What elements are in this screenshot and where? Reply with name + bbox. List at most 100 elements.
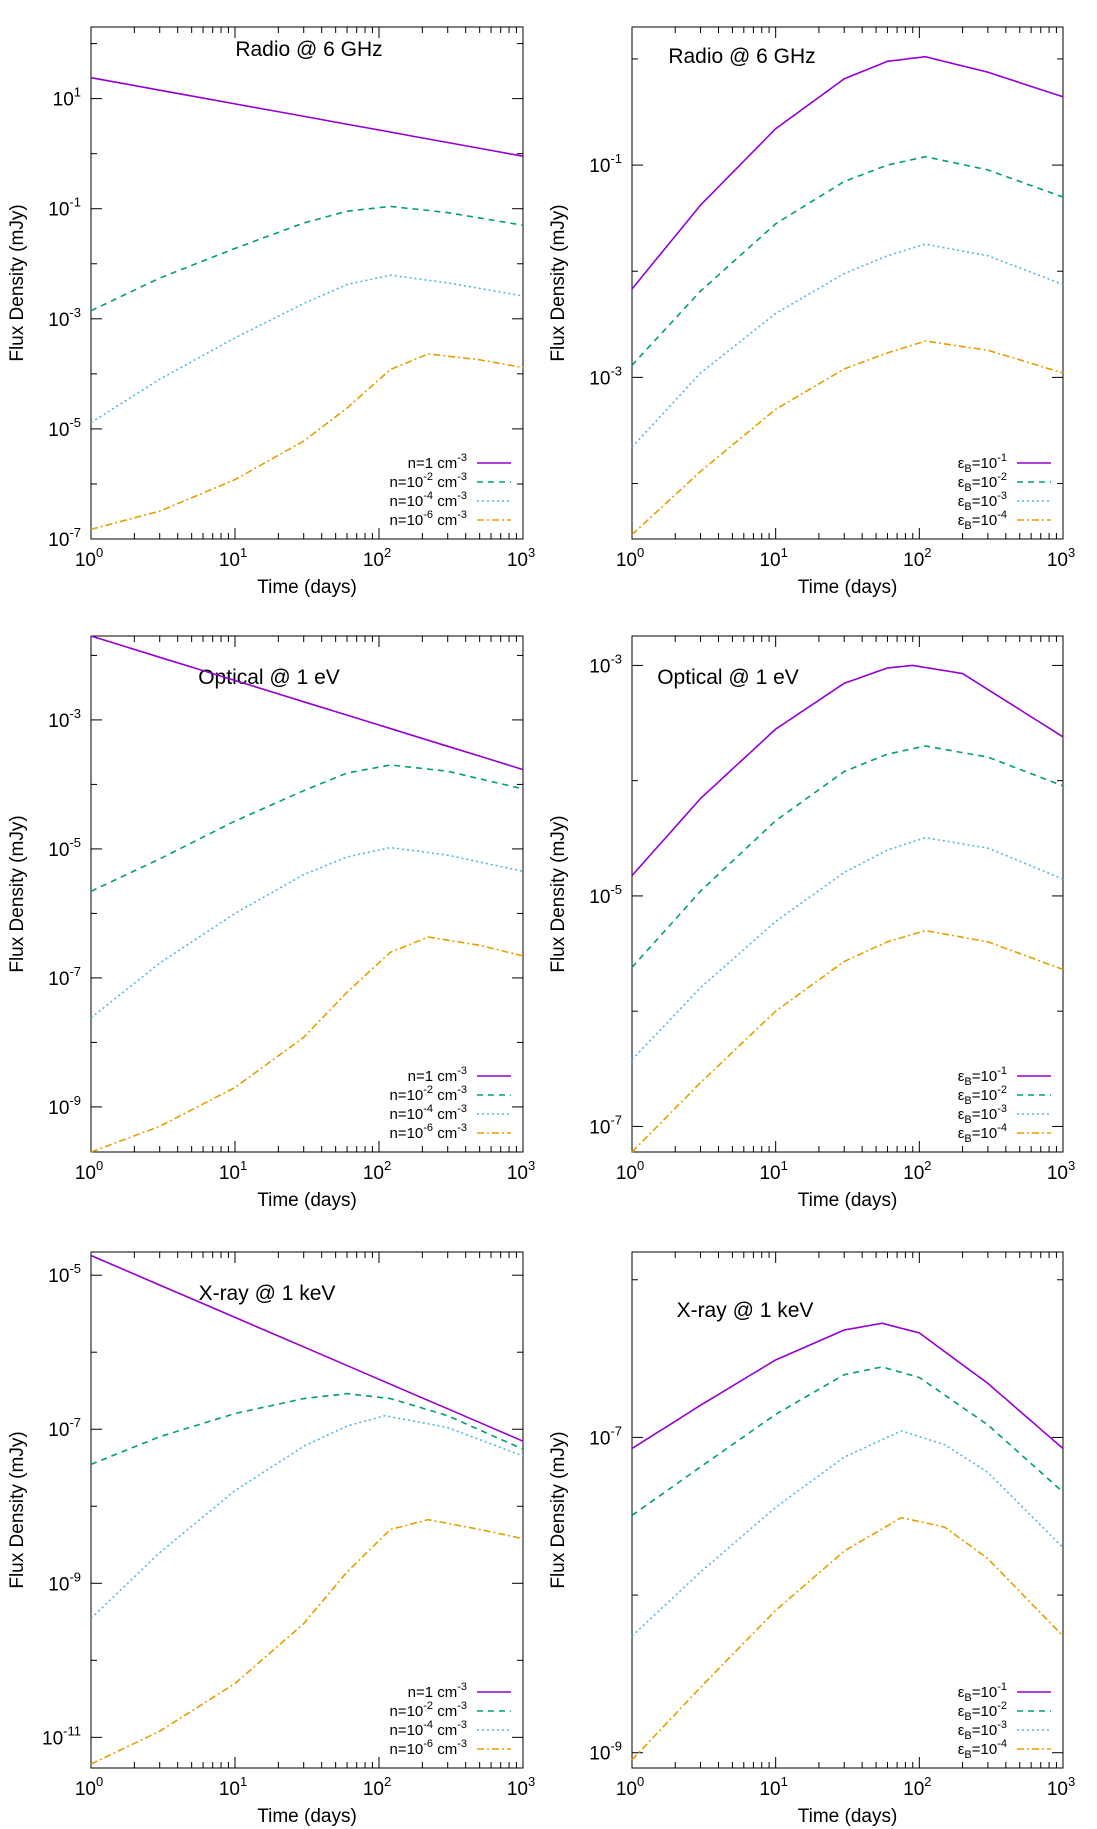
chart-panel-4: 100 101 102 103 10-7 10-5 10-3 Time (days) Flux … [548,635,1075,1211]
x-axis-label: Time (days) [257,577,357,598]
legend-label: εB=10-1 [958,1681,1007,1704]
legend-label: n=1 cm-3 [408,1065,467,1085]
chart-panel-3: 100 101 102 103 10-9 10-7 10-5 10-3 Time (days) F… [7,635,535,1211]
y-tick-label: 10-1 [48,195,81,221]
series-line-3 [90,846,524,1019]
legend-label: εB=10-2 [958,1084,1007,1107]
x-tick-label: 102 [363,545,391,571]
x-tick-label: 100 [616,1158,644,1184]
legend-label: n=1 cm-3 [408,1681,467,1701]
y-tick-label: 10-7 [48,1415,81,1441]
y-tick-label: 10-7 [48,964,81,990]
legend-label: εB=10-1 [958,1065,1007,1088]
series-line-1 [631,1322,1064,1450]
series-line-4 [631,929,1064,1153]
x-tick-label: 102 [903,1158,931,1184]
series-line-4 [631,1516,1064,1761]
legend-label: n=10-4 cm-3 [389,1719,467,1739]
y-axis-label: Flux Density (mJy) [7,1431,28,1588]
series-line-2 [90,205,524,312]
x-tick-label: 102 [363,1158,391,1184]
y-tick-label: 101 [53,85,81,111]
plot-frame [631,1251,1064,1769]
chart-title: X-ray @ 1 keV [677,1299,814,1322]
legend-label: εB=10-4 [958,1122,1007,1145]
x-axis-label: Time (days) [798,577,898,598]
x-tick-label: 101 [219,1158,247,1184]
y-axis-label: Flux Density (mJy) [548,815,569,972]
y-axis-label: Flux Density (mJy) [548,1431,569,1588]
series-line-3 [631,836,1064,1061]
plot-frame [90,1251,524,1769]
y-tick-label: 10-9 [589,1739,622,1765]
legend-label: n=1 cm-3 [408,452,467,472]
x-tick-label: 101 [759,1158,787,1184]
series-line-1 [90,1254,524,1442]
y-tick-label: 10-5 [48,835,81,861]
y-axis-label: Flux Density (mJy) [7,204,28,361]
legend-label: εB=10-3 [958,1719,1007,1742]
x-tick-label: 102 [903,545,931,571]
x-tick-label: 103 [507,545,535,571]
x-tick-label: 100 [75,1158,103,1184]
x-tick-label: 100 [616,545,644,571]
legend-label: n=10-4 cm-3 [389,1103,467,1123]
chart-panel-2: 100 101 102 103 10-3 10-1 Time (days) Flux Dens… [548,26,1075,598]
legend-label: εB=10-4 [958,1738,1007,1761]
series-line-3 [90,1414,524,1619]
y-tick-label: 10-1 [589,151,622,177]
series-line-3 [631,1430,1064,1637]
y-tick-label: 10-5 [48,415,81,441]
x-tick-label: 100 [75,1774,103,1800]
legend-label: εB=10-2 [958,471,1007,494]
series-line-2 [631,745,1064,968]
legend-label: n=10-4 cm-3 [389,490,467,510]
chart-title: X-ray @ 1 keV [199,1282,336,1305]
y-axis-label: Flux Density (mJy) [548,204,569,361]
chart-title: Radio @ 6 GHz [668,45,815,68]
chart-title: Optical @ 1 eV [198,666,340,689]
plot-frame [631,635,1064,1153]
legend-label: εB=10-1 [958,452,1007,475]
y-tick-label: 10-3 [48,305,81,331]
x-tick-label: 102 [903,1774,931,1800]
x-tick-label: 101 [759,545,787,571]
series-line-4 [90,936,524,1153]
series-line-3 [90,274,524,424]
y-tick-label: 10-5 [48,1261,81,1287]
x-tick-label: 102 [363,1774,391,1800]
chart-panel-1: 100 101 102 103 10-7 10-5 10-3 10-1 101 Time (day… [7,26,535,598]
chart-title: Radio @ 6 GHz [235,38,382,61]
x-tick-label: 103 [1047,1158,1075,1184]
x-tick-label: 103 [507,1158,535,1184]
series-line-2 [631,1366,1064,1517]
y-tick-label: 10-9 [48,1569,81,1595]
series-line-2 [631,155,1064,366]
legend-label: n=10-2 cm-3 [389,1084,467,1104]
x-tick-label: 101 [219,1774,247,1800]
x-tick-label: 100 [616,1774,644,1800]
x-tick-label: 101 [759,1774,787,1800]
plot-frame [631,26,1064,540]
y-tick-label: 10-7 [589,1423,622,1449]
y-tick-label: 10-11 [42,1723,81,1749]
legend-label: εB=10-4 [958,509,1007,532]
legend-label: n=10-6 cm-3 [389,1738,467,1758]
series-line-4 [90,353,524,531]
chart-panel-6: 100 101 102 103 10-9 10-7 Time (days) Flux Dens… [548,1251,1075,1827]
x-tick-label: 101 [219,545,247,571]
x-axis-label: Time (days) [798,1190,898,1211]
y-tick-label: 10-9 [48,1093,81,1119]
chart-title: Optical @ 1 eV [657,666,799,689]
y-tick-label: 10-3 [589,363,622,389]
y-axis-label: Flux Density (mJy) [7,815,28,972]
legend-label: n=10-6 cm-3 [389,509,467,529]
x-axis-label: Time (days) [257,1806,357,1827]
series-line-1 [90,76,524,157]
legend-label: n=10-6 cm-3 [389,1122,467,1142]
series-line-4 [631,340,1064,536]
series-line-1 [631,664,1064,877]
legend-label: n=10-2 cm-3 [389,1700,467,1720]
legend-label: εB=10-3 [958,1103,1007,1126]
